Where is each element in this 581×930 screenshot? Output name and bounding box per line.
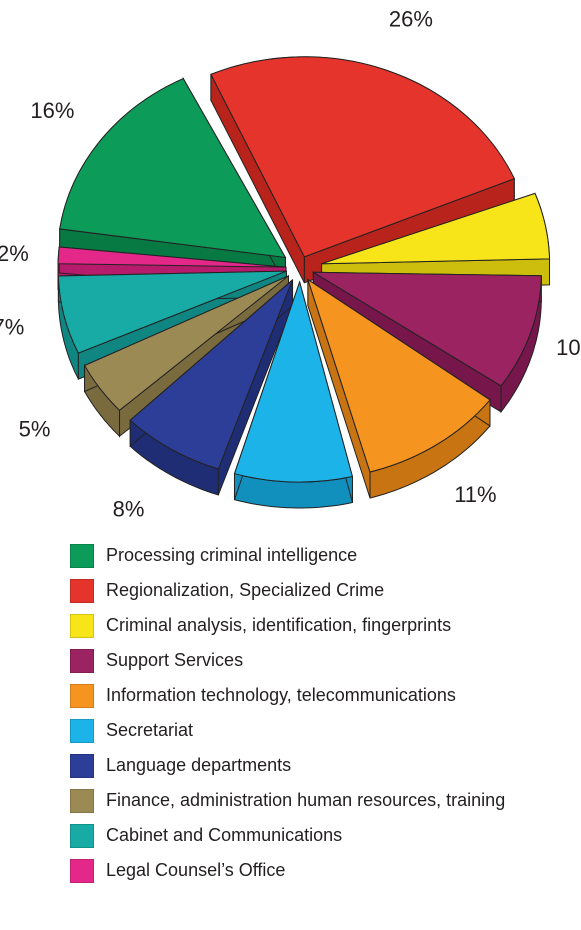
legend-label: Cabinet and Communications bbox=[106, 825, 343, 845]
pie-slice bbox=[233, 280, 354, 509]
slice-percent-label: 2% bbox=[0, 241, 29, 266]
legend-label: Legal Counsel’s Office bbox=[106, 860, 286, 880]
pie-chart-svg: 16%26%6%10%11%9%8%5%7%2% bbox=[0, 7, 581, 521]
legend-item: Processing criminal intelligence bbox=[70, 538, 575, 573]
slice-percent-label: 10% bbox=[556, 335, 581, 360]
legend-item: Criminal analysis, identification, finge… bbox=[70, 608, 575, 643]
legend-item: Support Services bbox=[70, 643, 575, 678]
legend-label: Processing criminal intelligence bbox=[106, 545, 358, 565]
slice-percent-label: 16% bbox=[30, 98, 74, 123]
slice-percent-label: 11% bbox=[454, 482, 496, 507]
legend-item: Finance, administration human resources,… bbox=[70, 783, 575, 818]
pie-slice-top bbox=[233, 280, 354, 483]
legend-label: Regionalization, Specialized Crime bbox=[106, 580, 385, 600]
slice-percent-label: 5% bbox=[19, 417, 51, 442]
pie-slice bbox=[129, 278, 294, 496]
legend-swatch bbox=[70, 788, 94, 813]
pie-slice bbox=[210, 56, 515, 284]
legend-label: Finance, administration human resources,… bbox=[106, 790, 506, 810]
legend-swatch bbox=[70, 753, 94, 778]
legend: Processing criminal intelligence Regional… bbox=[70, 538, 575, 888]
legend-item: Regionalization, Specialized Crime bbox=[70, 573, 575, 608]
legend-item: Legal Counsel’s Office bbox=[70, 853, 575, 888]
legend-item: Cabinet and Communications bbox=[70, 818, 575, 853]
legend-label: Criminal analysis, identification, finge… bbox=[106, 615, 452, 635]
pie-slice-top bbox=[57, 246, 287, 268]
pie-slice-top bbox=[57, 270, 287, 354]
slice-percent-label: 26% bbox=[389, 7, 433, 32]
legend-swatch bbox=[70, 578, 94, 603]
pie-slice-top bbox=[321, 192, 551, 265]
slice-percent-label: 8% bbox=[113, 496, 145, 520]
legend-swatch bbox=[70, 648, 94, 673]
legend-label: Language departments bbox=[106, 755, 292, 775]
legend-swatch bbox=[70, 718, 94, 743]
legend-item: Information technology, telecommunicatio… bbox=[70, 678, 575, 713]
legend-label: Secretariat bbox=[106, 720, 194, 740]
legend-swatch bbox=[70, 613, 94, 638]
legend-item: Secretariat bbox=[70, 713, 575, 748]
pie-slice bbox=[306, 278, 491, 499]
legend-item: Language departments bbox=[70, 748, 575, 783]
legend-label: Support Services bbox=[106, 650, 244, 670]
legend-swatch bbox=[70, 543, 94, 568]
legend-swatch bbox=[70, 823, 94, 848]
pie-chart: 16%26%6%10%11%9%8%5%7%2% bbox=[0, 7, 581, 521]
pie-slice-top bbox=[306, 278, 491, 473]
pie-slice-top bbox=[59, 77, 287, 259]
pie-slice-top bbox=[83, 275, 289, 411]
slice-percent-label: 7% bbox=[0, 315, 24, 340]
pie-slice-top bbox=[129, 279, 294, 470]
legend-swatch bbox=[70, 683, 94, 708]
legend-swatch bbox=[70, 858, 94, 883]
legend-label: Information technology, telecommunicatio… bbox=[106, 685, 456, 705]
pie-slice-top bbox=[210, 56, 515, 258]
pie-slice-top bbox=[311, 271, 542, 387]
